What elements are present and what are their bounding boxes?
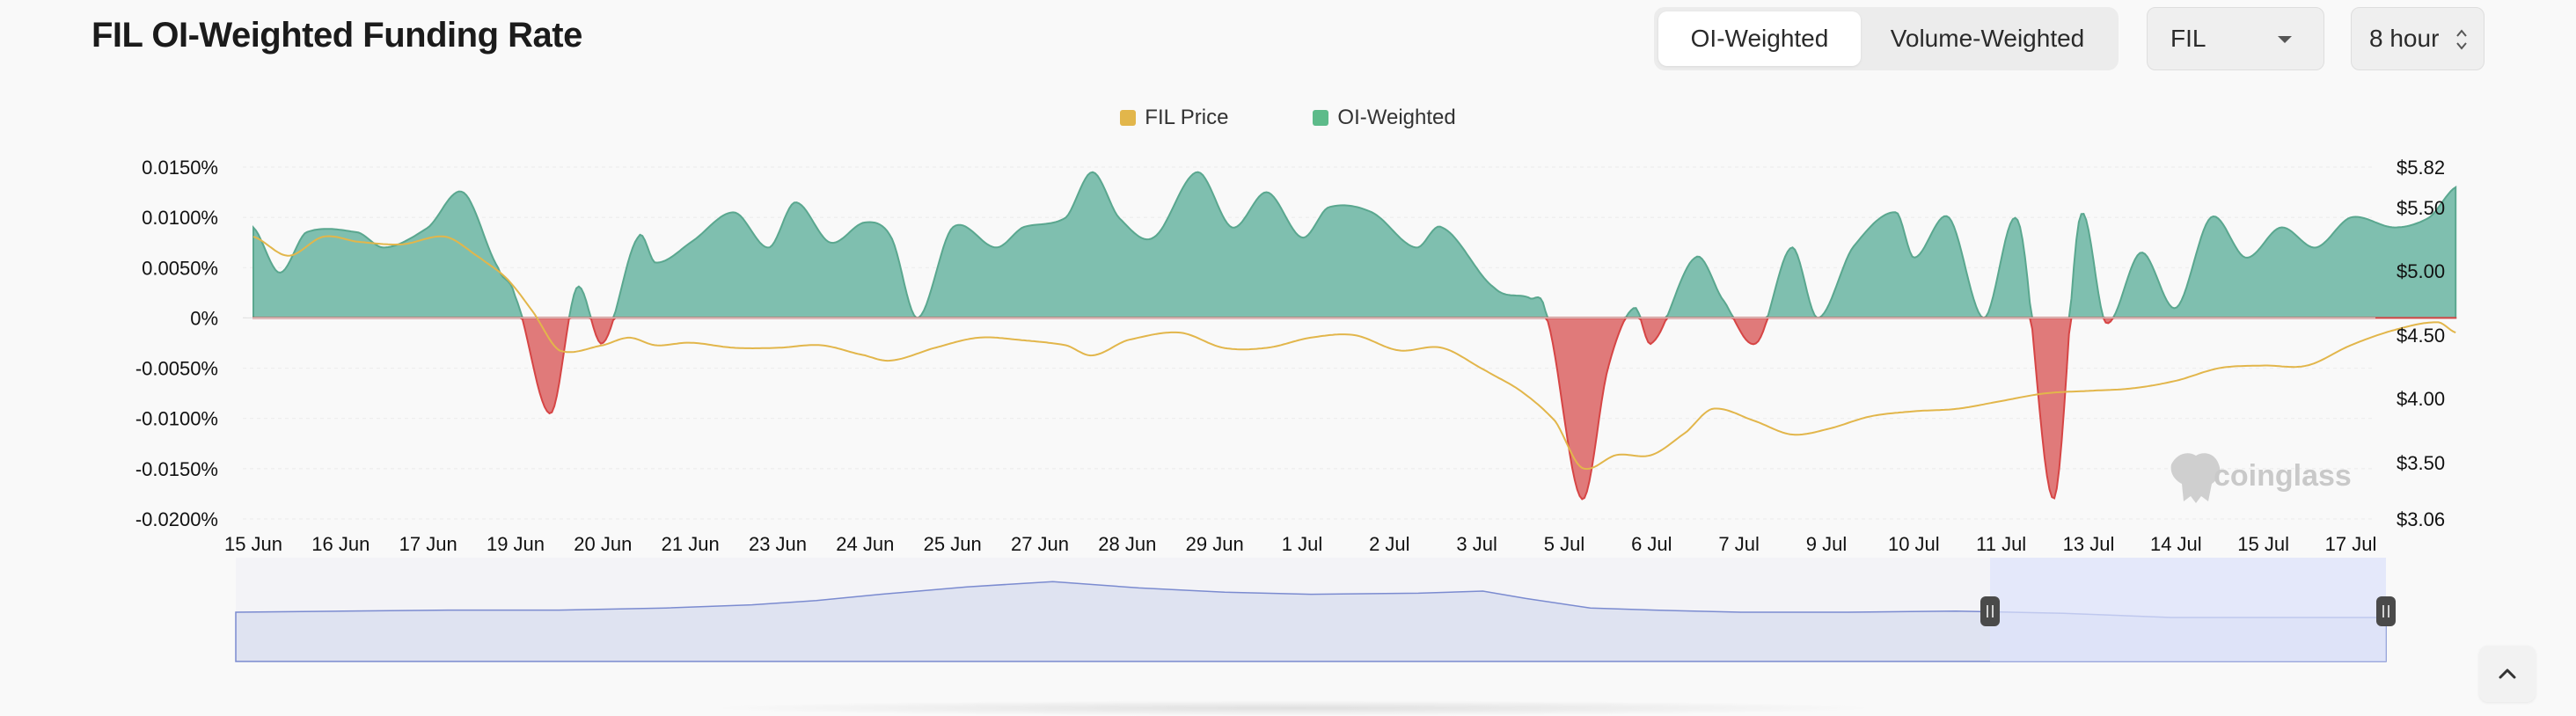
x-tick-label: 13 Jul: [2063, 533, 2115, 555]
x-tick-label: 11 Jul: [1976, 533, 2026, 555]
oi-negative-area: [252, 317, 2457, 500]
handle-body: [1980, 596, 2000, 626]
x-tick-label: 21 Jun: [662, 533, 720, 555]
watermark-text: coinglass: [2214, 459, 2352, 493]
interval-select[interactable]: 8 hour: [2351, 7, 2485, 70]
legend-swatch-oi: [1313, 110, 1329, 126]
coinglass-watermark: coinglass: [2170, 453, 2352, 503]
page-title: FIL OI-Weighted Funding Rate: [91, 16, 582, 55]
x-tick-label: 20 Jun: [574, 533, 632, 555]
scroll-top-button[interactable]: [2479, 646, 2536, 702]
x-tick-label: 19 Jun: [487, 533, 545, 555]
legend-item-oi[interactable]: OI-Weighted: [1251, 106, 1456, 130]
x-tick-label: 1 Jul: [1282, 533, 1322, 555]
navigator-handle-left[interactable]: [1980, 596, 2000, 626]
x-tick-label: 27 Jun: [1011, 533, 1069, 555]
legend-label-oi: OI-Weighted: [1337, 106, 1456, 129]
x-tick-label: 9 Jul: [1806, 533, 1847, 555]
x-tick-label: 15 Jun: [224, 533, 282, 555]
x-tick-label: 6 Jul: [1631, 533, 1672, 555]
coin-select-value: FIL: [2170, 25, 2206, 52]
y-left-tick-label: 0.0050%: [142, 257, 218, 279]
x-tick-label: 17 Jul: [2325, 533, 2377, 555]
oi-positive-area: [252, 171, 2457, 319]
volume-weighted-tab[interactable]: Volume-Weighted: [1890, 25, 2085, 52]
navigator-handle-right[interactable]: [2376, 596, 2396, 626]
legend-item-price[interactable]: FIL Price: [1120, 106, 1228, 130]
x-tick-label: 25 Jun: [924, 533, 982, 555]
x-tick-label: 29 Jun: [1186, 533, 1244, 555]
caret-down-icon: [2278, 36, 2292, 43]
x-tick-label: 23 Jun: [749, 533, 807, 555]
x-tick-label: 3 Jul: [1456, 533, 1497, 555]
x-tick-label: 7 Jul: [1718, 533, 1759, 555]
weighting-toggle: OI-Weighted Volume-Weighted: [1654, 7, 2119, 70]
interval-select-value: 8 hour: [2369, 25, 2440, 52]
footer-shadow: [704, 700, 1883, 716]
x-tick-label: 16 Jun: [311, 533, 370, 555]
x-tick-label: 28 Jun: [1098, 533, 1156, 555]
legend-swatch-price: [1120, 110, 1137, 126]
chevron-up-icon: [2499, 669, 2516, 679]
y-right-tick-label: $5.82: [2397, 157, 2445, 179]
y-left-tick-label: -0.0100%: [135, 408, 218, 430]
chart-legend: FIL Price OI-Weighted: [0, 106, 2576, 130]
y-left-tick-label: -0.0150%: [135, 458, 218, 480]
coinglass-logo-icon: [2170, 453, 2221, 503]
x-tick-label: 14 Jul: [2150, 533, 2202, 555]
x-tick-label: 10 Jul: [1888, 533, 1940, 555]
y-right-tick-label: $5.50: [2397, 197, 2445, 219]
y-left-tick-label: 0.0150%: [142, 157, 218, 179]
oi-weighted-tab[interactable]: OI-Weighted: [1658, 11, 1861, 66]
x-tick-label: 24 Jun: [836, 533, 894, 555]
x-tick-label: 2 Jul: [1369, 533, 1409, 555]
funding-rate-chart: 0.0150% 0.0100% 0.0050% 0% -0.0050% -0.0100% -…: [135, 157, 2457, 662]
up-down-stepper-icon: [2455, 27, 2468, 52]
x-tick-label: 17 Jun: [399, 533, 457, 555]
legend-label-price: FIL Price: [1145, 106, 1229, 129]
y-right-tick-label: $4.50: [2397, 325, 2445, 347]
y-left-tick-label: 0%: [190, 307, 218, 329]
handle-body: [2376, 596, 2396, 626]
coin-select[interactable]: FIL: [2147, 7, 2324, 70]
x-tick-label: 5 Jul: [1544, 533, 1584, 555]
y-left-tick-label: -0.0200%: [135, 508, 218, 530]
fil-price-line: [252, 235, 2456, 471]
time-navigator[interactable]: [235, 558, 2396, 662]
y-left-tick-label: -0.0050%: [135, 358, 218, 380]
y-left-tick-label: 0.0100%: [142, 207, 218, 229]
y-right-tick-label: $5.00: [2397, 260, 2445, 282]
y-right-tick-label: $3.06: [2397, 508, 2445, 530]
y-right-tick-label: $3.50: [2397, 452, 2445, 474]
x-tick-label: 15 Jul: [2237, 533, 2289, 555]
navigator-selection[interactable]: [1990, 558, 2386, 661]
y-right-tick-label: $4.00: [2397, 388, 2445, 410]
